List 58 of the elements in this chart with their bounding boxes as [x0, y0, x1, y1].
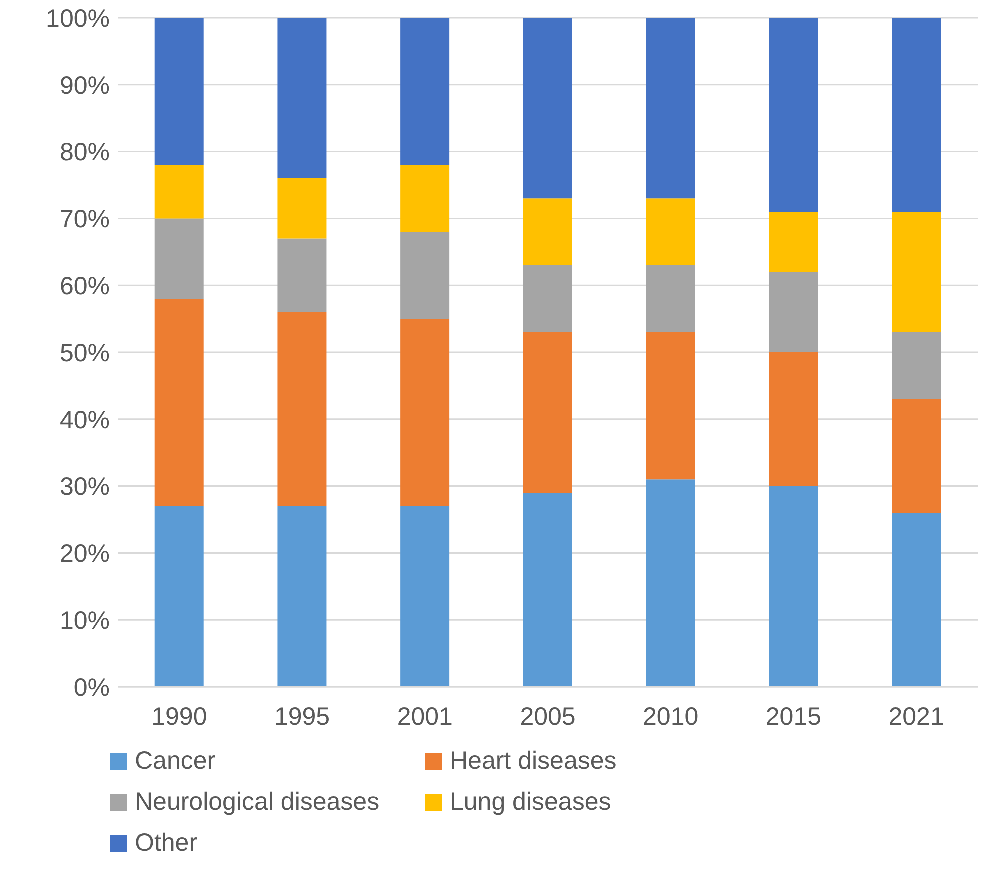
bar: [892, 212, 941, 332]
bar: [646, 266, 696, 332]
bar: [278, 238, 327, 312]
bar: [278, 18, 327, 179]
legend-label: Cancer: [135, 747, 216, 776]
bar: [523, 18, 572, 199]
bar: [769, 18, 818, 212]
bar: [646, 198, 696, 266]
y-tick-label: 30%: [60, 473, 110, 502]
legend-label: Neurological diseases: [135, 788, 380, 817]
legend-label: Heart diseases: [450, 747, 617, 776]
bar: [278, 312, 327, 506]
bar: [400, 165, 450, 232]
bar: [646, 18, 696, 199]
bar: [892, 513, 941, 687]
y-tick-label: 10%: [60, 606, 110, 635]
bar: [154, 218, 204, 299]
y-tick-label: 60%: [60, 272, 110, 300]
bar: [523, 332, 572, 493]
bar: [892, 332, 941, 400]
bar: [646, 480, 696, 687]
y-tick-label: 40%: [60, 406, 110, 434]
bar: [769, 212, 818, 272]
bar: [278, 506, 327, 687]
x-tick-label: 2015: [766, 702, 822, 731]
y-tick-label: 90%: [60, 72, 110, 100]
bar: [154, 506, 204, 687]
y-tick-label: 20%: [60, 540, 110, 568]
y-tick-label: 100%: [46, 4, 110, 33]
bar: [523, 492, 572, 687]
bar: [154, 165, 204, 219]
bar: [769, 486, 818, 687]
bar: [400, 18, 450, 166]
y-tick-label: 50%: [60, 339, 110, 368]
x-tick-label: 1995: [274, 702, 330, 731]
x-tick-label: 2010: [643, 702, 699, 731]
bar: [769, 272, 818, 352]
legend-label: Other: [135, 829, 198, 858]
bar: [154, 18, 204, 166]
x-tick-label: 2005: [520, 702, 576, 731]
bar: [523, 266, 572, 332]
bar: [646, 332, 696, 480]
bar: [892, 18, 941, 212]
bar: [523, 198, 572, 266]
bar: [400, 506, 450, 687]
bar: [400, 232, 450, 320]
bar: [400, 319, 450, 506]
y-tick-label: 70%: [60, 206, 110, 234]
bar: [769, 352, 818, 486]
bar: [892, 399, 941, 514]
x-tick-label: 1990: [152, 702, 208, 731]
y-tick-label: 80%: [60, 138, 110, 167]
x-tick-label: 2021: [888, 702, 944, 731]
legend-label: Lung diseases: [450, 788, 612, 817]
bar: [154, 298, 204, 506]
x-tick-label: 2001: [397, 702, 453, 731]
y-tick-label: 0%: [74, 674, 110, 702]
bar: [278, 178, 327, 239]
